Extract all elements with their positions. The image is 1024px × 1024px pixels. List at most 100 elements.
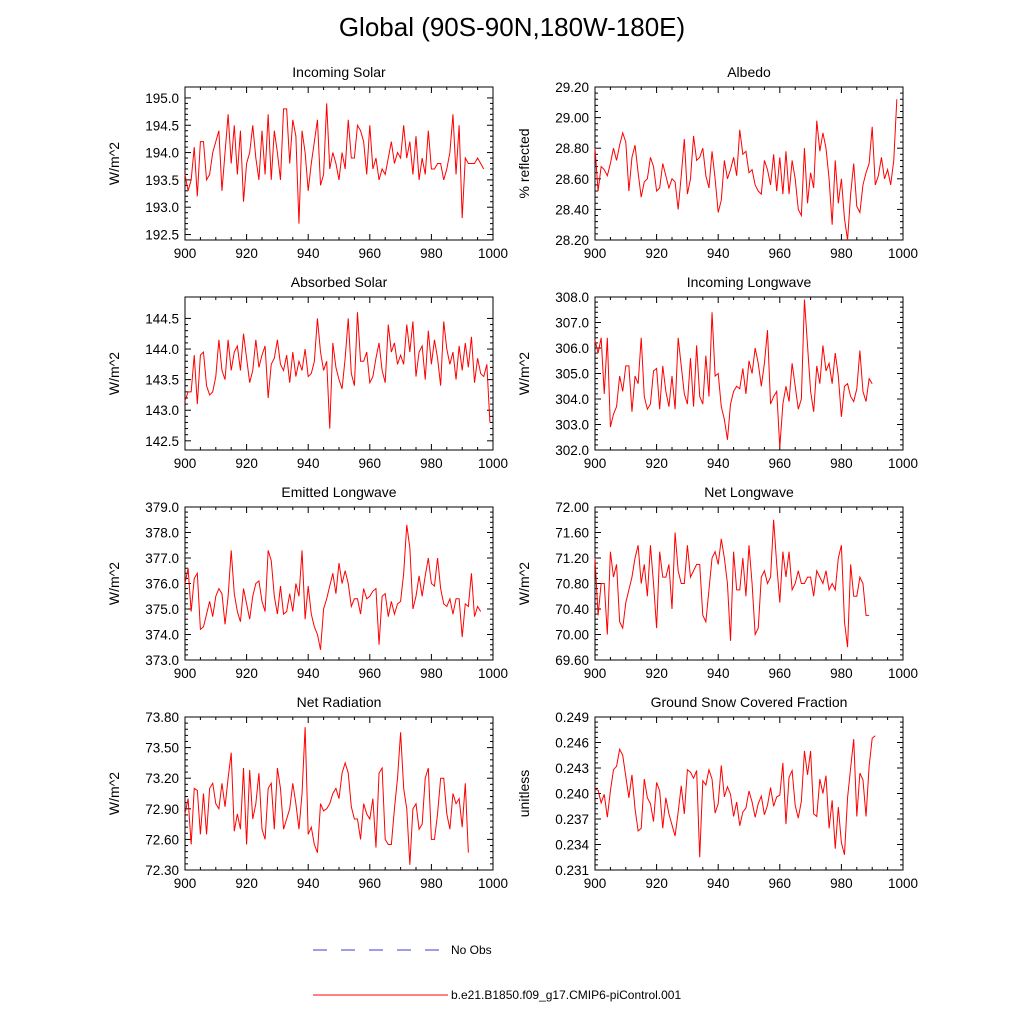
x-tick-label: 920	[645, 666, 668, 681]
y-tick-label: 374.0	[145, 628, 179, 643]
x-tick-label: 920	[645, 246, 668, 261]
x-tick-label: 980	[830, 876, 853, 891]
y-axis-label-8: unitless	[516, 770, 532, 817]
y-tick-label: 70.80	[555, 577, 589, 592]
y-axis-label-7: W/m^2	[106, 772, 122, 815]
y-tick-label: 70.00	[555, 628, 589, 643]
y-tick-label: 306.0	[555, 341, 589, 356]
series-line-8	[594, 735, 876, 858]
y-tick-label: 376.0	[145, 577, 179, 592]
y-tick-label: 193.0	[145, 200, 179, 215]
x-tick-label: 900	[584, 666, 607, 681]
x-tick-label: 920	[235, 666, 258, 681]
y-tick-label: 302.0	[555, 443, 589, 458]
series-line-5	[184, 524, 482, 650]
y-tick-label: 72.30	[145, 863, 179, 878]
panel-title-8: Ground Snow Covered Fraction	[651, 694, 848, 710]
panel-title-2: Albedo	[727, 64, 771, 80]
x-tick-label: 900	[174, 246, 197, 261]
y-tick-label: 28.60	[555, 172, 589, 187]
x-tick-label: 920	[645, 456, 668, 471]
y-tick-label: 29.20	[555, 80, 589, 95]
y-tick-label: 303.0	[555, 418, 589, 433]
x-tick-label: 940	[707, 246, 730, 261]
x-tick-label: 980	[830, 456, 853, 471]
y-axis-label-4: W/m^2	[516, 352, 532, 395]
y-tick-label: 143.5	[145, 373, 179, 388]
x-tick-label: 980	[830, 246, 853, 261]
series-line-1	[184, 103, 485, 224]
plot-frame-5	[184, 506, 494, 661]
y-tick-label: 70.40	[555, 602, 589, 617]
y-tick-label: 379.0	[145, 500, 179, 515]
x-tick-label: 940	[297, 246, 320, 261]
y-tick-label: 0.243	[555, 761, 589, 776]
y-tick-label: 73.50	[145, 741, 179, 756]
x-tick-label: 980	[420, 246, 443, 261]
figure-title: Global (90S-90N,180W-180E)	[338, 12, 686, 42]
x-tick-label: 960	[359, 666, 382, 681]
x-tick-label: 900	[584, 876, 607, 891]
x-tick-label: 940	[297, 876, 320, 891]
y-tick-label: 373.0	[145, 653, 179, 668]
y-tick-label: 28.40	[555, 202, 589, 217]
x-tick-label: 940	[707, 876, 730, 891]
series-line-7	[184, 727, 469, 865]
x-tick-label: 900	[174, 666, 197, 681]
x-tick-label: 960	[359, 876, 382, 891]
x-tick-label: 1000	[478, 666, 508, 681]
y-tick-label: 28.20	[555, 233, 589, 248]
y-tick-label: 69.60	[555, 653, 589, 668]
y-tick-label: 71.60	[555, 526, 589, 541]
x-tick-label: 920	[235, 246, 258, 261]
y-tick-label: 0.249	[555, 710, 589, 725]
x-tick-label: 1000	[888, 666, 918, 681]
y-tick-label: 192.5	[145, 228, 179, 243]
y-tick-label: 193.5	[145, 173, 179, 188]
x-tick-label: 960	[769, 876, 792, 891]
plot-frame-3	[184, 296, 494, 451]
y-tick-label: 71.20	[555, 551, 589, 566]
x-tick-label: 940	[297, 666, 320, 681]
y-axis-label-1: W/m^2	[106, 142, 122, 185]
y-tick-label: 144.5	[145, 311, 179, 326]
y-tick-label: 73.80	[145, 710, 179, 725]
legend-obs-label: No Obs	[451, 943, 492, 957]
x-tick-label: 1000	[478, 876, 508, 891]
x-tick-label: 1000	[478, 246, 508, 261]
y-tick-label: 307.0	[555, 316, 589, 331]
y-tick-label: 0.234	[555, 838, 589, 853]
x-tick-label: 940	[297, 456, 320, 471]
y-tick-label: 375.0	[145, 602, 179, 617]
x-tick-label: 900	[584, 246, 607, 261]
y-tick-label: 144.0	[145, 342, 179, 357]
y-tick-label: 142.5	[145, 434, 179, 449]
y-axis-label-2: % reflected	[516, 128, 532, 198]
x-tick-label: 980	[420, 876, 443, 891]
x-tick-label: 960	[769, 246, 792, 261]
series-line-6	[594, 519, 870, 648]
y-tick-label: 72.60	[145, 832, 179, 847]
x-tick-label: 960	[359, 456, 382, 471]
plot-frame-2	[594, 86, 904, 241]
x-tick-label: 960	[769, 666, 792, 681]
y-tick-label: 378.0	[145, 526, 179, 541]
y-tick-label: 0.231	[555, 863, 589, 878]
y-tick-label: 72.90	[145, 802, 179, 817]
y-axis-label-3: W/m^2	[106, 352, 122, 395]
x-tick-label: 1000	[888, 246, 918, 261]
x-tick-label: 980	[420, 666, 443, 681]
y-axis-label-6: W/m^2	[516, 562, 532, 605]
x-tick-label: 960	[359, 246, 382, 261]
x-tick-label: 900	[174, 456, 197, 471]
x-tick-label: 960	[769, 456, 792, 471]
y-tick-label: 143.0	[145, 403, 179, 418]
y-tick-label: 0.237	[555, 812, 589, 827]
y-tick-label: 308.0	[555, 290, 589, 305]
x-tick-label: 980	[420, 456, 443, 471]
series-line-3	[184, 312, 491, 429]
y-tick-label: 194.0	[145, 146, 179, 161]
x-tick-label: 940	[707, 666, 730, 681]
legend-model-label: b.e21.B1850.f09_g17.CMIP6-piControl.001	[451, 988, 681, 1002]
